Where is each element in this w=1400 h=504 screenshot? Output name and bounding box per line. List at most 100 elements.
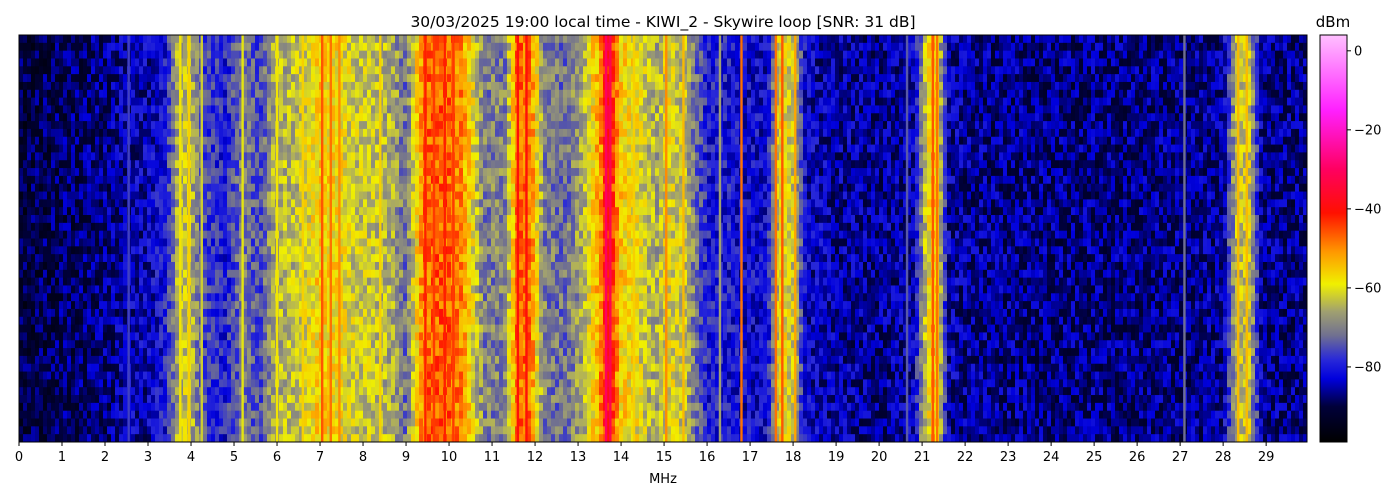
heatmap-cell: [159, 293, 164, 302]
heatmap-cell: [383, 340, 388, 349]
heatmap-cell: [147, 199, 152, 208]
heatmap-cell: [91, 269, 96, 279]
heatmap-cell: [375, 121, 380, 130]
heatmap-cell: [175, 105, 180, 114]
heatmap-cell: [227, 121, 232, 130]
heatmap-cell: [203, 199, 208, 208]
heatmap-cell: [155, 269, 160, 279]
heatmap-cell: [371, 97, 376, 106]
heatmap-cell: [259, 191, 264, 200]
heatmap-cell: [231, 136, 236, 145]
heatmap-cell: [39, 175, 44, 185]
heatmap-cell: [343, 387, 348, 396]
heatmap-cell: [43, 66, 48, 75]
heatmap-cell: [363, 254, 368, 263]
heatmap-cell: [271, 285, 276, 294]
heatmap-cell: [51, 191, 56, 200]
heatmap-cell: [263, 175, 268, 185]
heatmap-cell: [55, 230, 60, 239]
heatmap-cell: [295, 160, 300, 169]
heatmap-cell: [203, 113, 208, 122]
heatmap-cell: [211, 402, 216, 412]
heatmap-cell: [31, 269, 36, 279]
heatmap-cell: [55, 238, 60, 247]
heatmap-cell: [119, 316, 124, 325]
heatmap-cell: [235, 348, 240, 357]
heatmap-cell: [63, 207, 68, 216]
heatmap-cell: [279, 387, 284, 396]
heatmap-cell: [207, 301, 212, 310]
heatmap-cell: [343, 230, 348, 239]
heatmap-cell: [159, 246, 164, 255]
heatmap-cell: [183, 66, 188, 75]
heatmap-cell: [267, 215, 272, 224]
heatmap-cell: [111, 340, 116, 349]
heatmap-cell: [211, 324, 216, 333]
heatmap-cell: [31, 89, 36, 99]
heatmap-cell: [259, 316, 264, 325]
heatmap-cell: [243, 254, 248, 263]
heatmap-cell: [215, 238, 220, 247]
heatmap-cell: [59, 355, 64, 365]
heatmap-cell: [231, 89, 236, 99]
heatmap-cell: [191, 269, 196, 279]
heatmap-cell: [75, 355, 80, 365]
heatmap-cell: [159, 66, 164, 75]
heatmap-cell: [27, 136, 32, 145]
heatmap-cell: [175, 207, 180, 216]
heatmap-cell: [335, 222, 340, 232]
heatmap-cell: [251, 371, 256, 380]
heatmap-cell: [259, 285, 264, 294]
heatmap-cell: [31, 222, 36, 232]
heatmap-cell: [23, 58, 28, 67]
heatmap-cell: [299, 121, 304, 130]
heatmap-cell: [399, 301, 404, 310]
heatmap-cell: [19, 379, 24, 388]
heatmap-cell: [387, 89, 392, 99]
heatmap-cell: [103, 363, 108, 372]
heatmap-cell: [323, 230, 328, 239]
heatmap-cell: [23, 238, 28, 247]
heatmap-cell: [95, 285, 100, 294]
heatmap-cell: [87, 301, 92, 310]
heatmap-cell: [207, 168, 212, 177]
heatmap-cell: [383, 152, 388, 161]
heatmap-cell: [23, 418, 28, 427]
heatmap-cell: [283, 89, 288, 99]
heatmap-cell: [331, 418, 336, 427]
heatmap-cell: [163, 316, 168, 325]
heatmap-cell: [167, 35, 172, 44]
heatmap-cell: [71, 113, 76, 122]
heatmap-cell: [227, 35, 232, 44]
heatmap-cell: [227, 222, 232, 232]
heatmap-cell: [195, 426, 200, 435]
heatmap-cell: [391, 215, 396, 224]
heatmap-cell: [323, 152, 328, 161]
heatmap-cell: [239, 340, 244, 349]
heatmap-cell: [115, 58, 120, 67]
heatmap-cell: [39, 121, 44, 130]
heatmap-cell: [355, 355, 360, 365]
heatmap-cell: [375, 97, 380, 106]
heatmap-cell: [375, 371, 380, 380]
heatmap-cell: [227, 42, 232, 52]
heatmap-cell: [103, 160, 108, 169]
heatmap-cell: [291, 387, 296, 396]
heatmap-cell: [359, 395, 364, 404]
heatmap-cell: [375, 387, 380, 396]
heatmap-cell: [239, 355, 244, 365]
heatmap-cell: [327, 395, 332, 404]
heatmap-cell: [131, 152, 136, 161]
heatmap-cell: [327, 340, 332, 349]
heatmap-cell: [267, 246, 272, 255]
heatmap-cell: [43, 207, 48, 216]
heatmap-cell: [171, 207, 176, 216]
heatmap-cell: [391, 269, 396, 279]
heatmap-cell: [351, 402, 356, 412]
heatmap-cell: [323, 418, 328, 427]
heatmap-cell: [75, 42, 80, 52]
heatmap-cell: [143, 215, 148, 224]
heatmap-cell: [191, 355, 196, 365]
heatmap-cell: [343, 363, 348, 372]
heatmap-cell: [399, 152, 404, 161]
